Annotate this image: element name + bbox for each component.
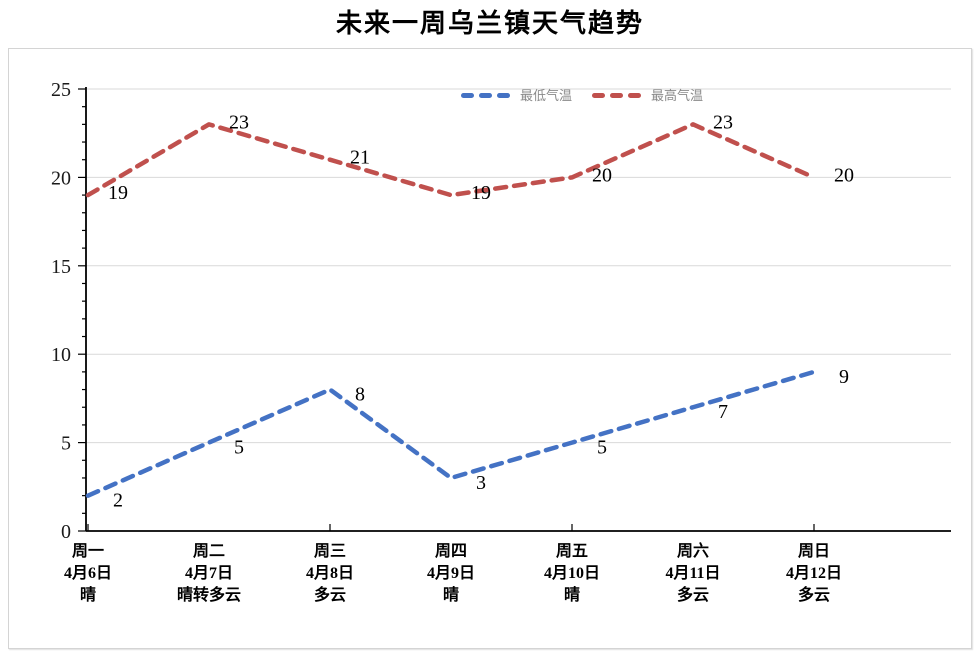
y-axis-tick-label: 25 <box>51 79 71 101</box>
data-label: 23 <box>713 111 733 133</box>
data-label: 19 <box>471 182 491 204</box>
legend: 最低气温 最高气温 <box>461 89 703 102</box>
chart-title: 未来一周乌兰镇天气趋势 <box>335 9 644 38</box>
data-label: 21 <box>350 147 370 169</box>
series-line-0 <box>85 369 817 498</box>
legend-swatch-max-temp-icon <box>592 93 646 98</box>
data-label: 2 <box>113 490 123 512</box>
data-label: 19 <box>108 182 128 204</box>
data-label: 8 <box>355 384 365 406</box>
legend-item-min-temp: 最低气温 <box>461 89 572 102</box>
data-label: 7 <box>718 401 728 423</box>
legend-item-max-temp: 最高气温 <box>592 89 703 102</box>
chart-panel: 0 5 10 15 20 25 2 5 8 3 5 7 9 19 23 21 19 20 23 20 最低气温 最高气… <box>8 48 972 649</box>
y-axis-tick-label: 5 <box>61 433 71 455</box>
y-axis-tick-label: 0 <box>61 521 71 543</box>
data-label: 9 <box>839 366 849 388</box>
y-axis-tick-label: 20 <box>51 167 71 189</box>
legend-label-max-temp: 最高气温 <box>651 88 704 103</box>
legend-swatch-min-temp-icon <box>461 93 515 98</box>
data-label: 5 <box>597 437 607 459</box>
series-line-1 <box>85 122 817 198</box>
legend-label-min-temp: 最低气温 <box>520 88 573 103</box>
y-axis-tick-label: 10 <box>51 344 71 366</box>
data-label: 20 <box>834 164 854 186</box>
data-label: 5 <box>234 437 244 459</box>
data-label: 23 <box>229 111 249 133</box>
data-label: 3 <box>476 472 486 494</box>
y-axis-tick-label: 15 <box>51 256 71 278</box>
data-label: 20 <box>592 164 612 186</box>
